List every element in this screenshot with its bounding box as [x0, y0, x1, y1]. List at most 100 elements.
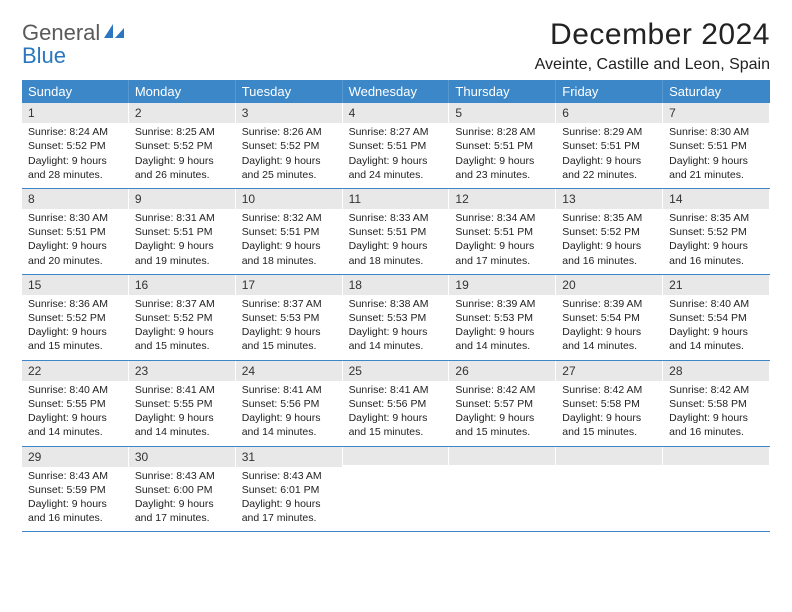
- day-cell: 14Sunrise: 8:35 AMSunset: 5:52 PMDayligh…: [663, 189, 770, 274]
- day-sunset: Sunset: 5:58 PM: [669, 397, 764, 411]
- day-body: [343, 465, 450, 473]
- day-number: 9: [129, 189, 236, 209]
- day-sunset: Sunset: 5:52 PM: [669, 225, 764, 239]
- day-cell: 18Sunrise: 8:38 AMSunset: 5:53 PMDayligh…: [343, 275, 450, 360]
- day-sunrise: Sunrise: 8:41 AM: [135, 383, 230, 397]
- day-sunset: Sunset: 5:56 PM: [349, 397, 444, 411]
- day-sunset: Sunset: 5:53 PM: [349, 311, 444, 325]
- day-sunrise: Sunrise: 8:41 AM: [242, 383, 337, 397]
- page-header: General Blue December 2024 Aveinte, Cast…: [22, 18, 770, 74]
- day-daylight1: Daylight: 9 hours: [242, 411, 337, 425]
- day-sunset: Sunset: 5:52 PM: [135, 139, 230, 153]
- day-daylight1: Daylight: 9 hours: [349, 325, 444, 339]
- day-sunset: Sunset: 5:58 PM: [562, 397, 657, 411]
- day-body: [663, 465, 770, 473]
- day-number: 26: [449, 361, 556, 381]
- day-number: [449, 447, 556, 465]
- day-cell: 24 Sunrise: 8:41 AMSunset: 5:56 PMDayligh…: [236, 361, 343, 446]
- day-daylight2: and 15 minutes.: [562, 425, 657, 439]
- day-cell: 10Sunrise: 8:32 AMSunset: 5:51 PMDayligh…: [236, 189, 343, 274]
- day-sunrise: Sunrise: 8:39 AM: [455, 297, 550, 311]
- day-daylight2: and 15 minutes.: [349, 425, 444, 439]
- day-number: [663, 447, 770, 465]
- day-body: Sunrise: 8:40 AMSunset: 5:55 PMDaylight:…: [22, 381, 129, 446]
- day-cell: 9Sunrise: 8:31 AMSunset: 5:51 PMDaylight…: [129, 189, 236, 274]
- day-sunset: Sunset: 5:53 PM: [242, 311, 337, 325]
- day-sunset: Sunset: 5:52 PM: [28, 139, 123, 153]
- day-cell: [663, 447, 770, 532]
- day-daylight2: and 16 minutes.: [669, 254, 764, 268]
- day-number: [556, 447, 663, 465]
- day-daylight2: and 20 minutes.: [28, 254, 123, 268]
- day-cell: 29Sunrise: 8:43 AMSunset: 5:59 PMDayligh…: [22, 447, 129, 532]
- day-sunset: Sunset: 5:51 PM: [349, 139, 444, 153]
- day-daylight1: Daylight: 9 hours: [135, 325, 230, 339]
- day-daylight1: Daylight: 9 hours: [135, 239, 230, 253]
- day-number: 28: [663, 361, 770, 381]
- day-body: Sunrise: 8:41 AMSunset: 5:55 PMDaylight:…: [129, 381, 236, 446]
- day-number: 30: [129, 447, 236, 467]
- day-sunrise: Sunrise: 8:33 AM: [349, 211, 444, 225]
- day-body: Sunrise: 8:35 AMSunset: 5:52 PMDaylight:…: [556, 209, 663, 274]
- weekday-header: Sunday: [22, 80, 129, 103]
- day-sunset: Sunset: 5:57 PM: [455, 397, 550, 411]
- day-body: Sunrise: 8:30 AMSunset: 5:51 PMDaylight:…: [663, 123, 770, 188]
- day-body: Sunrise: 8:32 AMSunset: 5:51 PMDaylight:…: [236, 209, 343, 274]
- day-sunrise: Sunrise: 8:24 AM: [28, 125, 123, 139]
- day-daylight2: and 17 minutes.: [135, 511, 230, 525]
- day-number: 4: [343, 103, 450, 123]
- day-sunset: Sunset: 5:51 PM: [562, 139, 657, 153]
- day-daylight1: Daylight: 9 hours: [349, 154, 444, 168]
- day-number: 22: [22, 361, 129, 381]
- day-daylight1: Daylight: 9 hours: [669, 411, 764, 425]
- day-cell: 16Sunrise: 8:37 AMSunset: 5:52 PMDayligh…: [129, 275, 236, 360]
- day-body: Sunrise: 8:37 AMSunset: 5:53 PMDaylight:…: [236, 295, 343, 360]
- day-sunrise: Sunrise: 8:29 AM: [562, 125, 657, 139]
- day-daylight1: Daylight: 9 hours: [135, 154, 230, 168]
- day-daylight2: and 16 minutes.: [669, 425, 764, 439]
- day-body: Sunrise: 8:25 AMSunset: 5:52 PMDaylight:…: [129, 123, 236, 188]
- day-sunset: Sunset: 5:52 PM: [28, 311, 123, 325]
- day-cell: 6Sunrise: 8:29 AMSunset: 5:51 PMDaylight…: [556, 103, 663, 188]
- weekday-header: Friday: [556, 80, 663, 103]
- day-cell: 25Sunrise: 8:41 AMSunset: 5:56 PMDayligh…: [343, 361, 450, 446]
- day-sunrise: Sunrise: 8:37 AM: [135, 297, 230, 311]
- day-sunset: Sunset: 5:54 PM: [669, 311, 764, 325]
- day-body: Sunrise: 8:40 AMSunset: 5:54 PMDaylight:…: [663, 295, 770, 360]
- day-daylight1: Daylight: 9 hours: [669, 239, 764, 253]
- month-title: December 2024: [535, 18, 770, 52]
- weekday-header: Wednesday: [343, 80, 450, 103]
- calendar-page: General Blue December 2024 Aveinte, Cast…: [0, 0, 792, 550]
- day-sunrise: Sunrise: 8:30 AM: [669, 125, 764, 139]
- day-sunrise: Sunrise: 8:35 AM: [562, 211, 657, 225]
- day-body: [449, 465, 556, 473]
- day-sunrise: Sunrise: 8:27 AM: [349, 125, 444, 139]
- day-daylight2: and 16 minutes.: [562, 254, 657, 268]
- weekday-header: Monday: [129, 80, 236, 103]
- day-number: 7: [663, 103, 770, 123]
- day-sunset: Sunset: 5:56 PM: [242, 397, 337, 411]
- day-body: Sunrise: 8:43 AMSunset: 6:00 PMDaylight:…: [129, 467, 236, 532]
- day-sunrise: Sunrise: 8:42 AM: [562, 383, 657, 397]
- day-sunrise: Sunrise: 8:28 AM: [455, 125, 550, 139]
- day-cell: 5Sunrise: 8:28 AMSunset: 5:51 PMDaylight…: [449, 103, 556, 188]
- day-daylight2: and 24 minutes.: [349, 168, 444, 182]
- day-body: Sunrise: 8:33 AMSunset: 5:51 PMDaylight:…: [343, 209, 450, 274]
- day-body: Sunrise: 8:26 AMSunset: 5:52 PMDaylight:…: [236, 123, 343, 188]
- week-row: 15Sunrise: 8:36 AMSunset: 5:52 PMDayligh…: [22, 275, 770, 361]
- day-body: Sunrise: 8:34 AMSunset: 5:51 PMDaylight:…: [449, 209, 556, 274]
- day-sunrise: Sunrise: 8:40 AM: [669, 297, 764, 311]
- day-number: 24: [236, 361, 343, 381]
- day-daylight2: and 15 minutes.: [135, 339, 230, 353]
- day-daylight2: and 21 minutes.: [669, 168, 764, 182]
- day-number: 15: [22, 275, 129, 295]
- weekday-header: Saturday: [663, 80, 770, 103]
- day-daylight2: and 26 minutes.: [135, 168, 230, 182]
- day-daylight1: Daylight: 9 hours: [135, 411, 230, 425]
- day-number: 11: [343, 189, 450, 209]
- day-cell: [556, 447, 663, 532]
- day-daylight2: and 15 minutes.: [455, 425, 550, 439]
- day-daylight2: and 17 minutes.: [455, 254, 550, 268]
- day-number: 2: [129, 103, 236, 123]
- day-sunset: Sunset: 5:59 PM: [28, 483, 123, 497]
